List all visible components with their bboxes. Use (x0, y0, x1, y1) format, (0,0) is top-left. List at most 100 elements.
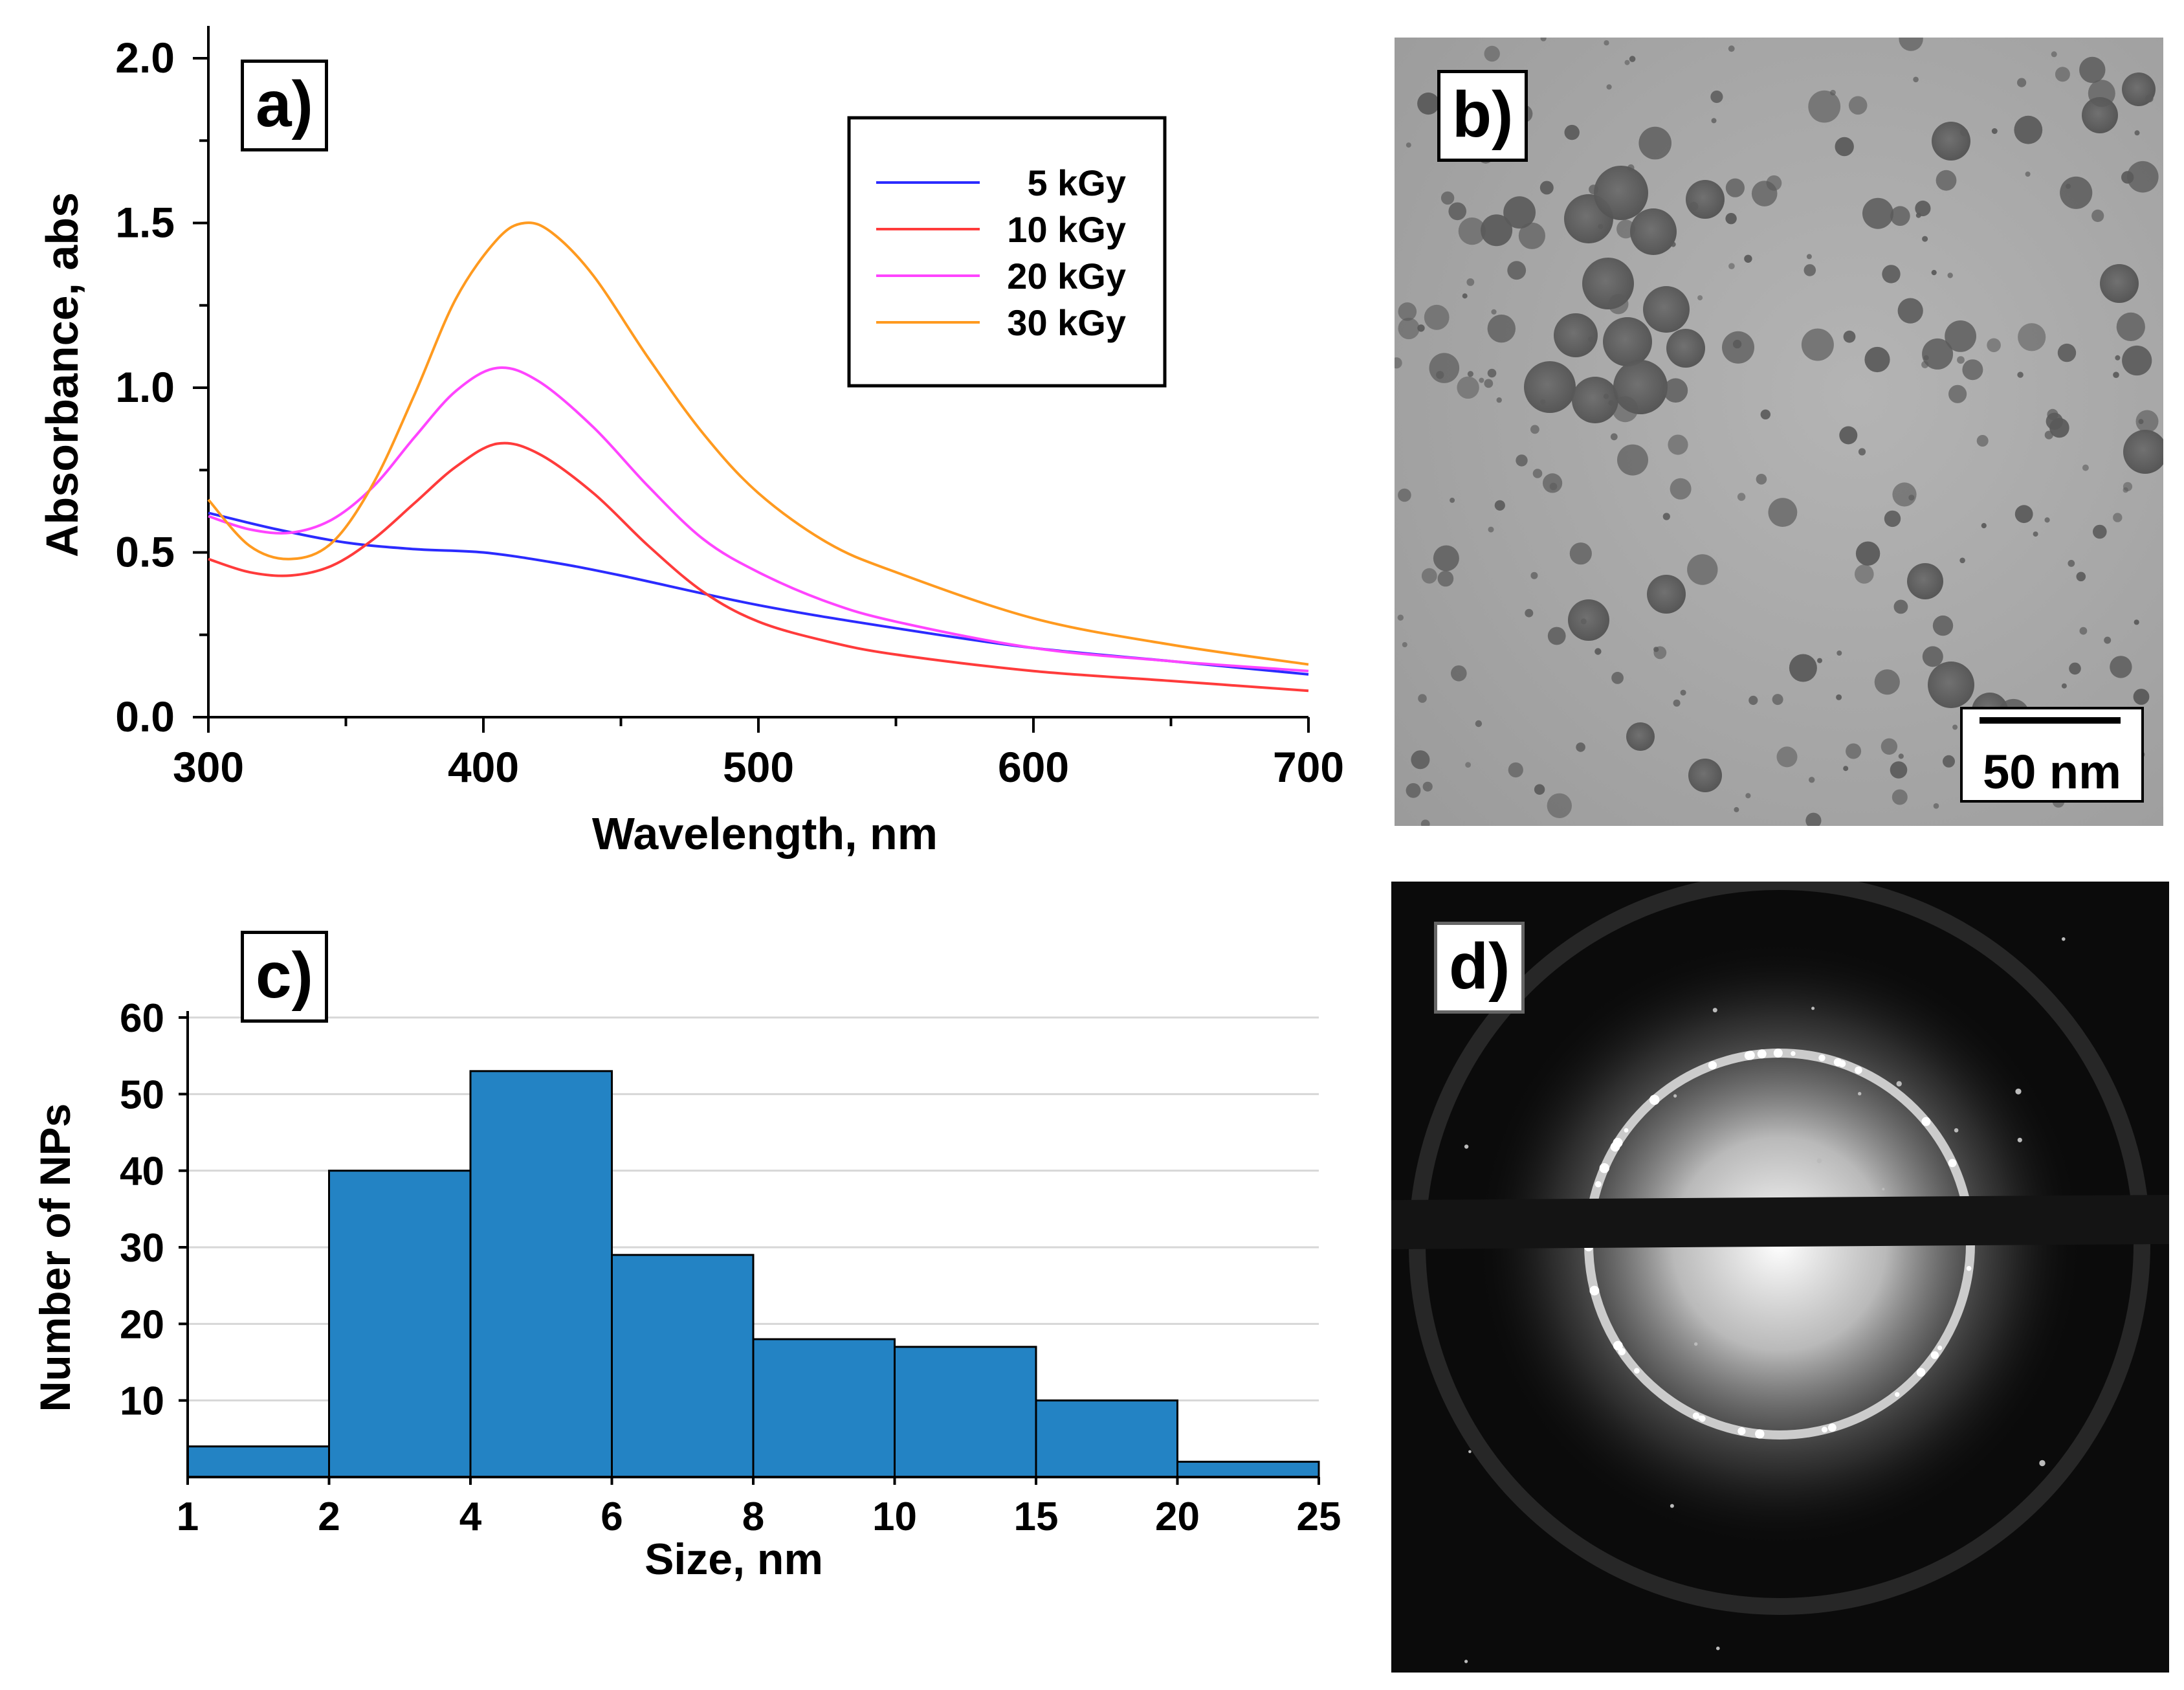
diffraction-spot (1791, 1051, 1796, 1056)
x-tick-label: 10 (872, 1495, 917, 1539)
diffraction-spot (1966, 1265, 1972, 1271)
nanoparticle (2055, 67, 2070, 82)
beam-stop (1391, 1195, 2169, 1249)
nanoparticle (2044, 517, 2050, 523)
nanoparticle (2060, 176, 2093, 209)
nanoparticle (1616, 219, 1635, 239)
diffraction-spot (1618, 1348, 1626, 1355)
panel-d-label: d) (1434, 922, 1525, 1014)
nanoparticle (1539, 181, 1554, 195)
nanoparticle (1418, 694, 1427, 703)
series-line-4 (207, 221, 1309, 666)
diffraction-spot (1895, 1392, 1900, 1397)
nanoparticle (1862, 197, 1893, 229)
diffraction-spot (1694, 1303, 1700, 1309)
nanoparticle (2069, 662, 2081, 675)
nanoparticle-group (1395, 38, 2163, 826)
nanoparticle (1957, 356, 1965, 364)
nanoparticle (1494, 500, 1505, 511)
x-axis-title: Wavelength, nm (592, 808, 938, 859)
nanoparticle (1801, 328, 1834, 361)
diffraction-spot (1828, 1425, 1835, 1431)
nanoparticle (1803, 264, 1816, 276)
y-axis-title: Absorbance, abs (37, 192, 87, 557)
nanoparticle (1530, 425, 1539, 434)
nanoparticle (1768, 498, 1798, 527)
nanoparticle (1420, 819, 1430, 826)
nanoparticle (1457, 376, 1479, 399)
nanoparticle (1662, 513, 1670, 520)
size-histogram-svg: 10 20 30 40 50 60 1 2 4 6 8 10 15 20 25 Size, nm Number … (31, 996, 1341, 1584)
diffraction-spot (1921, 1117, 1931, 1126)
nanoparticle (1462, 293, 1468, 299)
scale-bar-box: 50 nm (1960, 707, 2144, 803)
nanoparticle (1580, 618, 1587, 625)
nanoparticle (1624, 60, 1630, 65)
nanoparticle (1756, 474, 1767, 485)
nanoparticle (2014, 505, 2033, 524)
x-tick-label: 25 (1297, 1495, 1341, 1539)
nanoparticle (1484, 45, 1500, 62)
nanoparticle (1467, 371, 1473, 377)
nanoparticle (1915, 212, 1921, 218)
histogram-bar (611, 1254, 755, 1478)
nanoparticle (1576, 742, 1585, 752)
diffraction-spot (1833, 1058, 1842, 1067)
diffraction-spot (2017, 1137, 2022, 1142)
nanoparticle (1429, 353, 1460, 383)
y-tick-label: 40 (120, 1150, 164, 1194)
nanoparticle (1874, 669, 1900, 695)
nanoparticle (1673, 699, 1681, 707)
diffraction-spot (1948, 1159, 1957, 1168)
nanoparticle (2133, 689, 2150, 705)
diffraction-spot (1594, 1181, 1602, 1188)
nanoparticle (1915, 200, 1931, 217)
nanoparticle (1424, 304, 1450, 330)
nanoparticle (2145, 95, 2154, 103)
nanoparticle (1686, 180, 1725, 219)
histogram-bar (1035, 1399, 1178, 1478)
nanoparticle (1836, 694, 1842, 700)
nanoparticle (1839, 426, 1858, 445)
nanoparticle (1422, 781, 1433, 792)
y-tick-label: 0.5 (115, 528, 175, 576)
nanoparticle (1433, 545, 1459, 572)
nanoparticle (2082, 464, 2089, 471)
diffraction-spot (1755, 1429, 1765, 1439)
nanoparticle (1725, 213, 1737, 225)
diffraction-spot (1930, 1351, 1939, 1359)
nanoparticle (2104, 636, 2112, 644)
nanoparticle (1881, 738, 1898, 755)
nanoparticle (1745, 793, 1751, 799)
nanoparticle (1503, 196, 1536, 229)
nanoparticle (1689, 201, 1699, 211)
nanoparticle (1491, 309, 1497, 315)
diffraction-spot (1919, 1369, 1925, 1374)
nanoparticle (1608, 294, 1629, 315)
nanoparticle (1864, 346, 1890, 373)
nanoparticle (1680, 689, 1686, 696)
nanoparticle (1855, 564, 1874, 584)
nanoparticle (1530, 572, 1538, 579)
nanoparticle (1922, 646, 1943, 667)
nanoparticle (2068, 560, 2075, 567)
nanoparticle (2127, 161, 2159, 193)
nanoparticle (1728, 263, 1735, 270)
diffraction-spot (1816, 1158, 1822, 1164)
nanoparticle (2046, 412, 2063, 430)
nanoparticle (1890, 761, 1908, 779)
nanoparticle (1398, 317, 1420, 340)
nanoparticle (1638, 126, 1671, 160)
y-tick-label: 2.0 (115, 34, 175, 82)
nanoparticle (1488, 526, 1494, 533)
panel-c-label: c) (241, 931, 328, 1023)
nanoparticle (1466, 278, 1475, 286)
nanoparticle (1532, 469, 1543, 478)
y-tick-label: 60 (120, 996, 164, 1041)
diffraction-spot (1745, 1051, 1755, 1060)
nanoparticle (1843, 766, 1849, 772)
nanoparticle (1572, 377, 1618, 423)
scale-bar-line (1980, 717, 2121, 724)
nanoparticle (1766, 175, 1782, 191)
nanoparticle (1936, 170, 1957, 191)
